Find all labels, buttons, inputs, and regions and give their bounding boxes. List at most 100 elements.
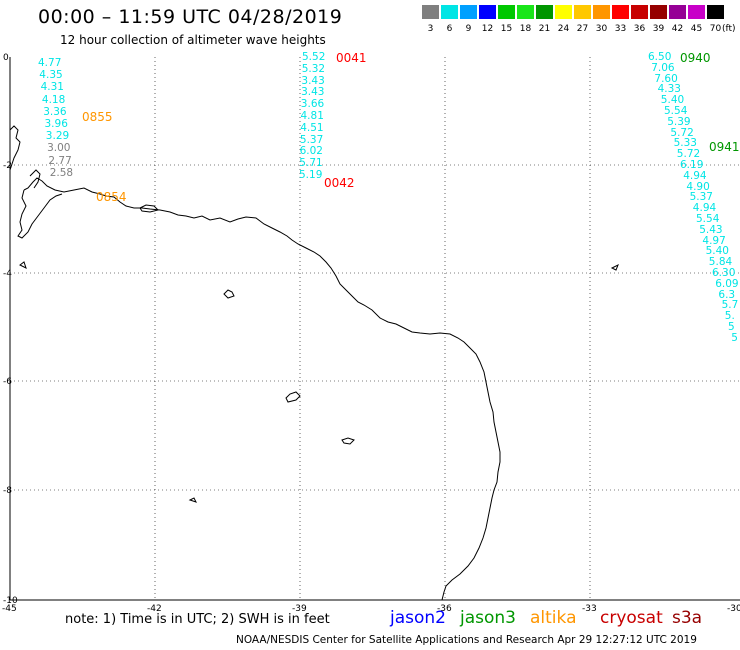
lat-label: -4 [3,269,12,279]
legend-label: 45 [690,24,703,34]
lat-label: 0 [3,53,9,63]
swh-value-label: 5.52 [302,51,326,63]
lat-label: -6 [3,377,12,387]
legend-swatch [574,5,591,19]
legend-label: 39 [652,24,665,34]
legend-label: 18 [519,24,532,34]
legend-label: 21 [538,24,551,34]
swh-value-label: 7.06 [651,61,675,74]
swh-value-label: 3.66 [300,98,325,111]
pass-time-label: 0854 [96,190,127,204]
island-6 [610,263,619,271]
island-3 [341,437,355,445]
island-7 [188,497,197,503]
coastline-northwest [9,125,21,171]
map-subtitle: 12 hour collection of altimeter wave hei… [60,33,326,47]
legend-label: 6 [446,24,453,34]
satellite-name: cryosat [600,608,663,628]
swh-value-label: 3.00 [47,142,71,155]
pass-time-label: 0855 [82,110,113,124]
swh-value-label: 6.50 [648,51,672,63]
swh-value-label: 7.60 [654,72,678,85]
legend-swatch [593,5,610,19]
swh-value-label: 2.77 [48,154,72,167]
swh-value-label: 3.96 [44,118,68,130]
pass-time-label: 0941 [709,140,740,154]
lon-label: -45 [2,604,17,614]
legend-swatch [536,5,553,19]
pass-time-label: 0042 [324,176,355,190]
swh-value-label: 3.29 [45,130,70,143]
coastline-main [23,177,501,601]
swh-value-label: 5.54 [664,105,688,117]
swh-value-label: 3.36 [43,105,67,118]
swh-value-label: 4.90 [686,180,710,193]
legend-swatch [555,5,572,19]
legend-swatch [460,5,477,19]
swh-value-label: 5.37 [689,191,713,204]
legend-swatch [688,5,705,19]
swh-value-label: 6.09 [715,277,739,290]
swh-value-label: 4.51 [300,121,324,134]
swh-value-label: 5.37 [299,133,324,146]
axis-labels: 0 -2 -4 -6 -8 -10-45 -42 -39 -36 -33 -30 [2,53,740,614]
legend-swatch [498,5,515,19]
legend-swatch [612,5,629,19]
coastline-bay [17,189,63,239]
map-frame [9,57,740,601]
swh-value-label: 4.81 [300,110,324,122]
swh-value-label: 4.18 [41,93,66,106]
gridlines [10,57,740,600]
islands [19,204,619,503]
pass-time-label: 0940 [680,51,711,65]
swh-value-label: 5.19 [299,169,323,181]
lat-label: -8 [3,486,12,496]
legend-label: 30 [595,24,608,34]
credit-line: NOAA/NESDIS Center for Satellite Applica… [236,634,697,646]
swh-value-label: 2.58 [49,166,74,179]
swh-value-label: 4.97 [702,234,726,247]
legend-swatch [650,5,667,19]
legend-swatch [441,5,458,19]
satellite-name: s3a [672,608,703,628]
swh-value-label: 6.02 [299,145,323,158]
legend-swatch [517,5,534,19]
swh-value-label: 4.94 [683,169,707,182]
legend-label: 12 [481,24,494,34]
legend-swatch [479,5,496,19]
swh-value-label: 5.40 [660,94,685,107]
swh-value-label: 5.40 [705,245,729,258]
island-4 [139,204,159,213]
legend-label: 42 [671,24,684,34]
legend-swatch [631,5,648,19]
legend-label: 9 [465,24,472,34]
lat-label: -10 [3,596,18,606]
lon-label: -36 [437,604,452,614]
swh-value-label: 5 [728,321,735,333]
swh-value-label: 4.94 [692,202,717,215]
island-5 [19,261,27,269]
swh-value-label: 4.77 [38,57,62,69]
island-1 [223,289,235,299]
swh-value-label: 5.72 [676,148,701,161]
legend-label: 24 [557,24,570,34]
swh-value-label: 5.39 [667,115,691,128]
satellite-name: jason3 [460,608,516,628]
footnote: note: 1) Time is in UTC; 2) SWH is in fe… [65,612,330,627]
lon-label: -30 [727,604,740,614]
swh-value-label: 6.3 [718,288,736,301]
legend-label: 27 [576,24,589,34]
swh-value-label: 5.54 [696,213,720,225]
legend-swatch [422,5,439,19]
swh-value-label: 5. [724,310,735,323]
swh-value-label: 3.43 [301,86,325,99]
swh-value-label: 5.72 [670,126,694,139]
legend-label: 36 [633,24,646,34]
legend-label: 33 [614,24,627,34]
swh-value-label: 5.43 [699,223,723,236]
lon-label: -42 [147,604,162,614]
swh-value-label: 5.71 [299,157,323,170]
satellite-name: jason2 [390,608,446,628]
swh-value-label: 5.33 [673,137,697,150]
